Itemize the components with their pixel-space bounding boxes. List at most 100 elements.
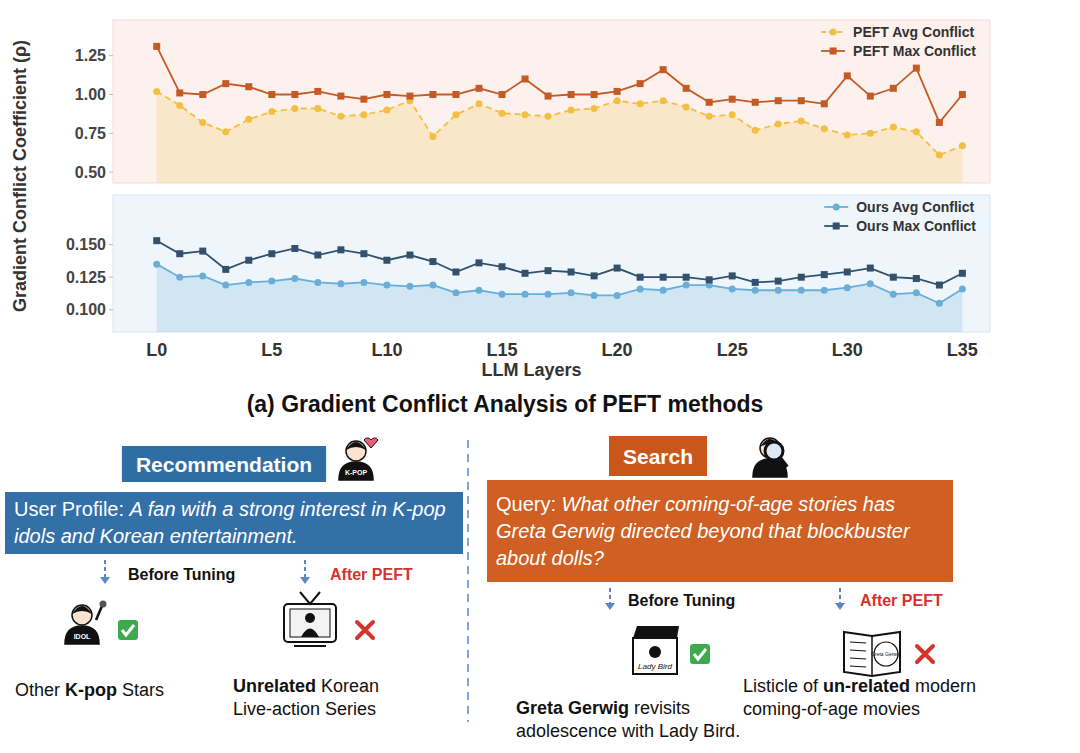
check-box	[118, 620, 138, 640]
y-tick	[109, 94, 113, 95]
marker	[499, 263, 506, 270]
arrow-head	[835, 603, 845, 610]
marker	[222, 80, 229, 87]
marker	[199, 248, 206, 255]
marker	[844, 131, 851, 138]
marker	[545, 113, 552, 120]
marker	[245, 116, 252, 123]
marker	[752, 127, 759, 134]
marker	[499, 110, 506, 117]
line	[157, 264, 963, 303]
panel-title: Recommendation	[136, 453, 312, 476]
data-group	[153, 43, 966, 183]
icon-line	[850, 650, 866, 651]
divider	[467, 440, 469, 722]
icon-heart	[364, 438, 378, 448]
marker	[936, 282, 943, 289]
marker	[913, 289, 920, 296]
y-tick-label: 0.125	[66, 269, 106, 286]
marker	[798, 97, 805, 104]
marker	[660, 274, 667, 281]
marker	[545, 291, 552, 298]
figure: 0.500.751.001.25PEFT Avg ConflictPEFT Ma…	[0, 0, 1080, 753]
marker	[176, 274, 183, 281]
marker	[830, 29, 837, 36]
prompt-box	[5, 492, 463, 554]
marker	[844, 72, 851, 79]
marker	[752, 279, 759, 286]
marker	[522, 270, 529, 277]
marker	[383, 257, 390, 264]
marker	[614, 265, 621, 272]
icon-hair	[346, 442, 366, 450]
marker	[568, 91, 575, 98]
marker	[913, 275, 920, 282]
icon-body	[339, 462, 373, 480]
y-tick-label: 1.00	[75, 86, 106, 103]
marker	[706, 99, 713, 106]
icon-clapper	[633, 638, 677, 674]
marker	[314, 279, 321, 286]
icon-hair	[72, 606, 92, 614]
icon-label: K-POP	[345, 469, 368, 476]
icon-head	[346, 441, 366, 461]
marker	[452, 111, 459, 118]
marker	[475, 100, 482, 107]
icon-screen-body	[301, 629, 319, 638]
marker	[245, 257, 252, 264]
marker	[959, 91, 966, 98]
marker	[153, 88, 160, 95]
arrow-head	[300, 577, 310, 584]
icon-clapper-head	[649, 646, 661, 658]
marker	[314, 252, 321, 259]
marker	[729, 272, 736, 279]
marker	[268, 91, 275, 98]
marker	[591, 272, 598, 279]
icon-label: Lady Bird	[638, 662, 672, 671]
check	[122, 625, 134, 635]
before-label: Before Tuning	[128, 566, 235, 583]
marker	[291, 105, 298, 112]
y-axis-title: Gradient Conflict Coefficient (ρ)	[10, 40, 30, 312]
icon-line	[850, 658, 866, 659]
marker	[660, 97, 667, 104]
marker	[775, 287, 782, 294]
marker	[337, 93, 344, 100]
line	[157, 46, 963, 122]
legend-label: PEFT Avg Conflict	[853, 24, 974, 40]
chart-1: 0.1000.1250.150L0L5L10L15L20L25L30L35Our…	[66, 195, 990, 360]
marker	[406, 283, 413, 290]
marker	[499, 91, 506, 98]
before-result: adolescence with Lady Bird.	[516, 721, 740, 741]
marker	[637, 285, 644, 292]
after-result-part: un-related	[823, 676, 910, 696]
marker	[614, 97, 621, 104]
marker	[383, 107, 390, 114]
y-tick	[109, 172, 113, 173]
marker	[959, 142, 966, 149]
arrow	[839, 588, 841, 604]
marker	[429, 133, 436, 140]
x-tick-label: L35	[947, 340, 978, 360]
marker	[936, 300, 943, 307]
title-box	[122, 446, 326, 482]
check-box	[690, 644, 710, 664]
marker	[821, 287, 828, 294]
check	[694, 649, 706, 659]
marker	[706, 113, 713, 120]
prompt-part: Query:	[496, 493, 562, 515]
marker	[429, 258, 436, 265]
marker	[936, 152, 943, 159]
icon-line	[850, 666, 866, 667]
marker	[245, 83, 252, 90]
marker	[798, 117, 805, 124]
prompt-box	[487, 480, 953, 582]
y-tick	[109, 244, 113, 245]
x-tick-label: L25	[717, 340, 748, 360]
marker	[936, 119, 943, 126]
before-result-part: Stars	[117, 680, 164, 700]
marker	[833, 223, 840, 230]
area	[157, 264, 963, 332]
marker	[314, 88, 321, 95]
icon-screen-head	[305, 613, 315, 623]
